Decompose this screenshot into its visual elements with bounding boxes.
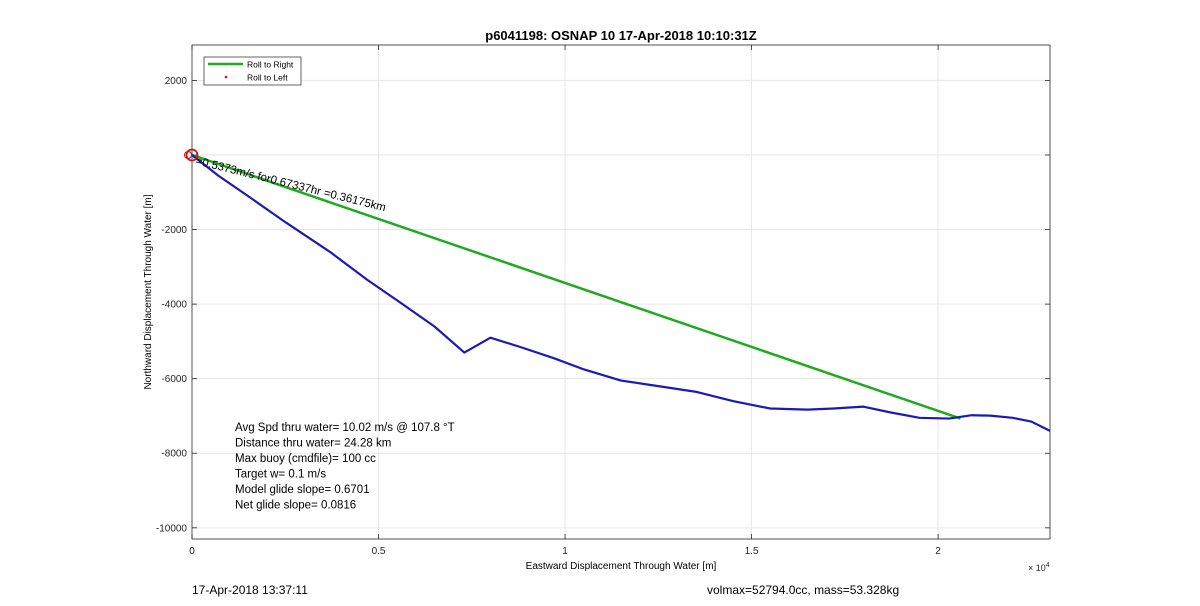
legend-label-roll-left: Roll to Left [247, 73, 288, 83]
y-tick-label: -4000 [161, 300, 187, 311]
footer-volmax: volmax=52794.0cc, mass=53.328kg [707, 583, 900, 597]
grid [192, 45, 1050, 539]
plot-area [191, 44, 1051, 540]
y-axis-label: Northward Displacement Through Water [m] [143, 194, 154, 389]
stats-line: Distance thru water= 24.28 km [235, 438, 391, 450]
stats-line: Max buoy (cmdfile)= 100 cc [235, 453, 376, 465]
stats-line: Avg Spd thru water= 10.02 m/s @ 107.8 °T [235, 422, 455, 434]
series-green-line [191, 153, 961, 420]
series-layer [184, 148, 1051, 432]
y-tick-label: -8000 [161, 449, 187, 460]
x-exponent-base: × 10 [1028, 563, 1046, 573]
x-exponent: × 104 [1028, 562, 1050, 573]
y-tick-label: -2000 [161, 225, 187, 236]
start-marker-small [184, 150, 192, 159]
x-axis-label: Eastward Displacement Through Water [m] [526, 561, 717, 572]
y-tick-label: 2000 [165, 76, 188, 87]
stats-line: Target w= 0.1 m/s [235, 469, 326, 481]
stats-annotation: Avg Spd thru water= 10.02 m/s @ 107.8 °T… [235, 422, 455, 512]
x-tick-label: 2 [935, 546, 941, 557]
chart-title: p6041198: OSNAP 10 17-Apr-2018 10:10:31Z [485, 28, 757, 43]
legend-marker-roll-left [224, 75, 228, 79]
x-exponent-power: 4 [1046, 562, 1050, 569]
x-tick-label: 1 [562, 546, 568, 557]
x-tick-label: 1.5 [745, 546, 759, 557]
legend-box [203, 56, 302, 86]
x-tick-label: 0.5 [372, 546, 386, 557]
legend-label-roll-right: Roll to Right [247, 60, 294, 70]
y-tick-label: -10000 [156, 523, 188, 534]
axis-ticks: 0 0.5 1 1.5 2 2000 -2000 -4000 -6000 -8000 -10000 [156, 45, 1050, 557]
start-marker [185, 148, 199, 162]
series-track [191, 154, 1051, 432]
stats-line: Model glide slope= 0.6701 [235, 484, 370, 496]
stats-line: Net glide slope= 0.0816 [235, 500, 356, 512]
y-tick-label: -6000 [161, 374, 187, 385]
x-tick-label: 0 [189, 546, 195, 557]
footer-date: 17-Apr-2018 13:37:11 [192, 583, 308, 597]
legend: Roll to Right Roll to Left [203, 56, 302, 86]
leg-label: =0.5373m/s for0.67337hr =0.36175km [194, 155, 387, 214]
